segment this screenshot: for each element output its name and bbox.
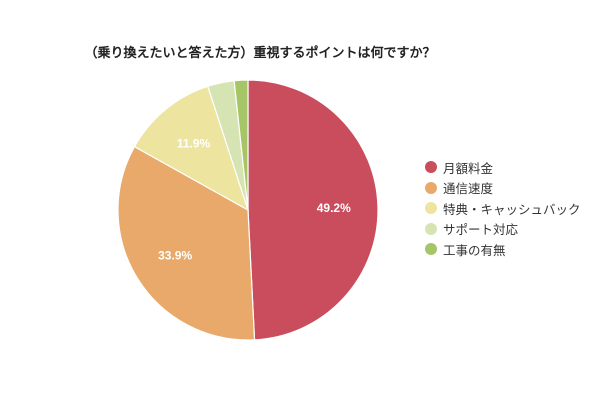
legend-swatch-icon bbox=[425, 222, 437, 235]
legend-swatch-icon bbox=[425, 243, 437, 256]
legend-label: 月額料金 bbox=[443, 160, 494, 176]
pie-slice-installation[interactable] bbox=[233, 79, 249, 211]
legend-swatch-icon bbox=[425, 181, 437, 194]
legend-label: 工事の有無 bbox=[443, 242, 506, 258]
pie-slice-cashback[interactable] bbox=[133, 85, 250, 212]
pie-slice-monthly-fee[interactable] bbox=[247, 79, 379, 341]
legend-item-monthly-fee[interactable]: 月額料金 bbox=[425, 157, 581, 178]
slice-value-label: 33.9% bbox=[158, 248, 192, 262]
pie-labels: 49.2% 33.9% 11.9% bbox=[158, 137, 351, 263]
pie-slices bbox=[117, 79, 379, 341]
legend-label: サポート対応 bbox=[443, 222, 519, 238]
legend-label: 特典・キャッシュバック bbox=[443, 201, 581, 217]
legend-label: 通信速度 bbox=[443, 181, 494, 197]
legend-swatch-icon bbox=[425, 161, 437, 174]
legend-swatch-icon bbox=[425, 202, 437, 215]
legend-item-cashback[interactable]: 特典・キャッシュバック bbox=[425, 198, 581, 219]
legend-item-installation[interactable]: 工事の有無 bbox=[425, 239, 581, 260]
slice-value-label: 49.2% bbox=[317, 201, 351, 215]
chart-title: （乗り換えたいと答えた方）重視するポイントは何ですか？ bbox=[84, 46, 436, 61]
slice-value-label: 11.9% bbox=[177, 137, 211, 151]
chart-legend: 月額料金 通信速度 特典・キャッシュバック サポート対応 工事の有無 bbox=[425, 157, 581, 260]
legend-item-support[interactable]: サポート対応 bbox=[425, 219, 581, 240]
legend-item-speed[interactable]: 通信速度 bbox=[425, 178, 581, 199]
